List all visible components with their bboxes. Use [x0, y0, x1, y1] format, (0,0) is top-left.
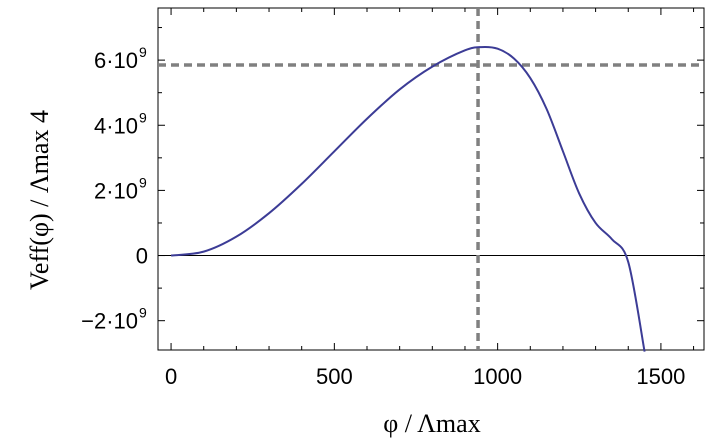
- y-tick-exponent-0: 9: [139, 305, 147, 321]
- plot-frame: [157, 7, 705, 351]
- axis-ticks: [158, 8, 704, 350]
- y-axis-title: Veff(φ) / Λmax 4: [25, 110, 54, 290]
- y-tick-label-3: 4·10: [94, 113, 138, 138]
- y-tick-label-0: −2·10: [81, 309, 138, 334]
- y-tick-label-2: 2·10: [94, 178, 138, 203]
- tick-labels: 0 500 1000 1500−2·10 902·10 94·10 96·10 9: [81, 44, 685, 389]
- plot-area: [157, 7, 705, 351]
- y-tick-exponent-2: 9: [139, 174, 147, 190]
- x-tick-label-3: 1500: [636, 364, 685, 389]
- y-tick-label-4: 6·10: [94, 48, 138, 73]
- x-axis-title: φ / Λmax: [383, 409, 480, 438]
- y-tick-label-1: 0: [136, 244, 148, 269]
- y-tick-exponent-3: 9: [139, 109, 147, 125]
- y-tick-exponent-4: 9: [139, 44, 147, 60]
- x-tick-label-0: 0: [165, 364, 177, 389]
- x-tick-label-1: 500: [316, 364, 353, 389]
- x-tick-label-2: 1000: [473, 364, 522, 389]
- series-line-0: [170, 45, 646, 352]
- chart-marks: [158, 8, 705, 352]
